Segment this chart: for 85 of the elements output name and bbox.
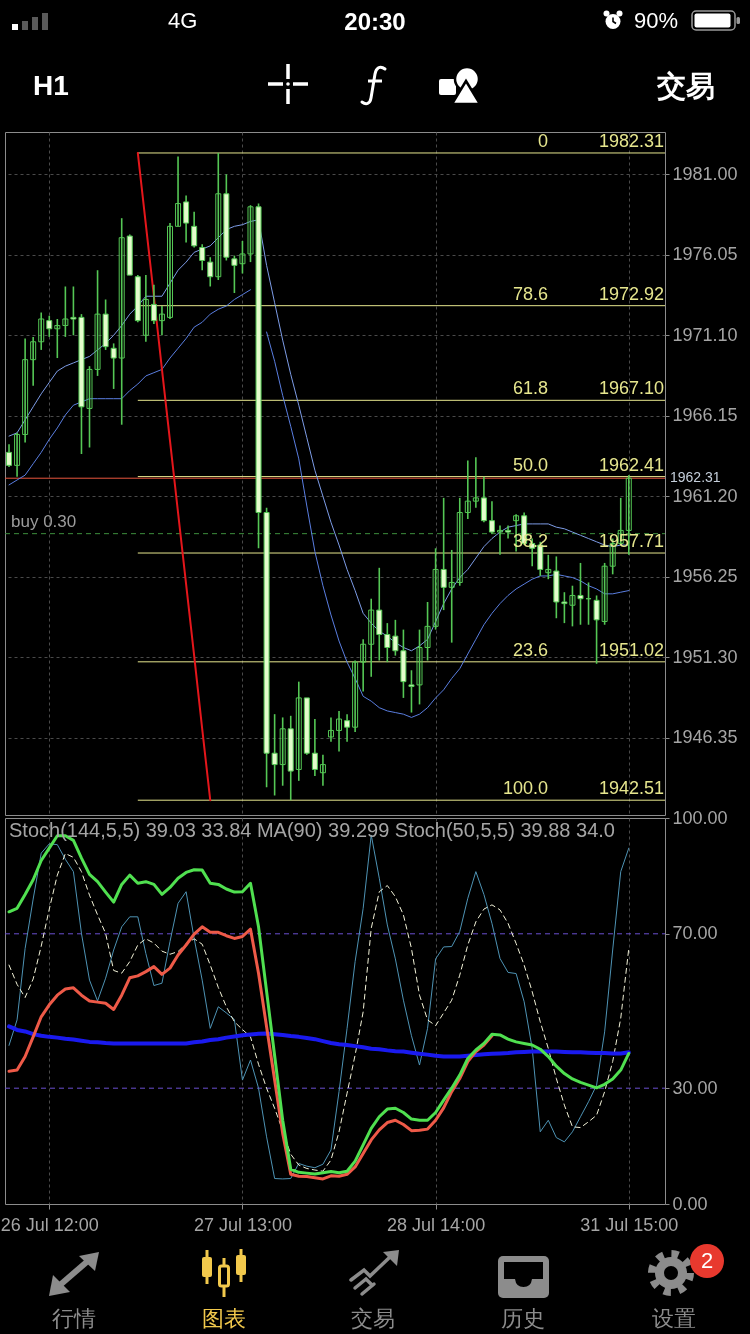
annotation: 0 xyxy=(537,130,548,151)
candlestick xyxy=(14,432,21,478)
candlestick xyxy=(175,155,182,228)
ref-line-label: 1982.31 xyxy=(598,130,664,151)
candlestick xyxy=(497,524,503,556)
text: 历史 xyxy=(501,1306,545,1332)
candlestick xyxy=(207,256,214,288)
candlestick xyxy=(352,659,359,733)
text: 图表 xyxy=(202,1306,246,1332)
ref-line-label: 1962.41 xyxy=(598,454,664,475)
x-tick-label: 31 Jul 15:00 xyxy=(580,1214,679,1235)
annotation: 78.6 xyxy=(512,283,548,304)
candlestick xyxy=(472,456,479,509)
text: 20:30 xyxy=(344,6,406,36)
y-tick-label: 1971.10 xyxy=(672,324,738,345)
line-series xyxy=(7,1024,631,1059)
y-tick-label: 1961.20 xyxy=(672,485,738,506)
y-tick-label: 1956.25 xyxy=(672,566,738,587)
candlestick xyxy=(6,443,13,468)
text: 交易 xyxy=(351,1306,395,1332)
annotation: 50.0 xyxy=(512,454,548,475)
x-tick-label: 26 Jul 12:00 xyxy=(0,1214,99,1235)
ref-line-label: buy 0.30 xyxy=(11,511,77,531)
annotation: 61.8 xyxy=(512,378,548,399)
y-tick-label: 1946.35 xyxy=(672,727,738,748)
y-tick-label: 1976.05 xyxy=(672,244,738,265)
candlestick xyxy=(448,549,455,644)
y-tick-label: 1966.15 xyxy=(672,405,738,426)
line-series xyxy=(136,151,212,802)
candlestick xyxy=(30,336,37,387)
candlestick xyxy=(215,152,222,281)
text: 行情 xyxy=(52,1306,96,1332)
candlestick xyxy=(38,311,45,351)
candlestick xyxy=(311,718,318,777)
text: 90% xyxy=(634,8,679,34)
text: 交易 xyxy=(657,68,715,104)
candlestick xyxy=(150,284,157,325)
candlestick xyxy=(384,622,391,663)
chart-title: Stoch(144,5,5) 39.03 33.84 MA(90) 39.299 Stoch(50,5,5) 39.88 34.0 xyxy=(9,819,615,841)
candlestick xyxy=(279,716,286,787)
candlestick xyxy=(167,222,173,320)
candlestick xyxy=(54,318,61,359)
line-series xyxy=(7,925,494,1181)
candlestick xyxy=(327,716,334,743)
candlestick xyxy=(295,680,302,782)
ref-line-label: 1942.51 xyxy=(598,778,664,799)
annotation: 100.0 xyxy=(502,778,548,799)
candlestick xyxy=(480,475,487,524)
candlestick xyxy=(344,713,351,743)
candlestick xyxy=(22,337,29,444)
candlestick xyxy=(183,194,190,244)
candlestick xyxy=(319,754,326,787)
x-tick-label: 28 Jul 14:00 xyxy=(387,1214,486,1235)
x-tick-label: 27 Jul 13:00 xyxy=(193,1214,292,1235)
candlestick xyxy=(118,217,125,426)
candlestick xyxy=(505,524,512,540)
y-tick-label: 30.00 xyxy=(672,1077,718,1098)
ref-line-label: 1972.92 xyxy=(598,283,664,304)
candlestick xyxy=(545,554,552,580)
ref-line-label: 1967.10 xyxy=(598,378,664,399)
candlestick xyxy=(142,274,149,343)
candlestick xyxy=(360,638,367,693)
candlestick xyxy=(456,497,463,587)
candlestick xyxy=(110,342,117,390)
candlestick xyxy=(158,305,165,337)
candlestick xyxy=(191,210,198,249)
candlestick xyxy=(440,497,447,611)
candlestick xyxy=(46,314,53,338)
notification-badge: 2 xyxy=(690,1244,724,1278)
ref-line-label: 1962.31 xyxy=(670,469,721,486)
candlestick xyxy=(368,597,375,678)
y-tick-label: 100.00 xyxy=(672,807,728,828)
candlestick xyxy=(488,500,495,535)
text: 设置 xyxy=(652,1306,696,1332)
annotation: 23.6 xyxy=(512,639,548,660)
text: H1 xyxy=(33,69,69,103)
text: 4G xyxy=(168,8,198,34)
candlestick xyxy=(464,459,471,520)
y-tick-label: 70.00 xyxy=(672,923,718,944)
ref-line-label: 1951.02 xyxy=(598,639,664,660)
candlestick xyxy=(199,243,206,272)
candlestick xyxy=(336,710,343,753)
y-tick-label: 0.00 xyxy=(672,1193,708,1214)
y-tick-label: 1981.00 xyxy=(672,163,738,184)
y-tick-label: 1951.30 xyxy=(672,646,738,667)
